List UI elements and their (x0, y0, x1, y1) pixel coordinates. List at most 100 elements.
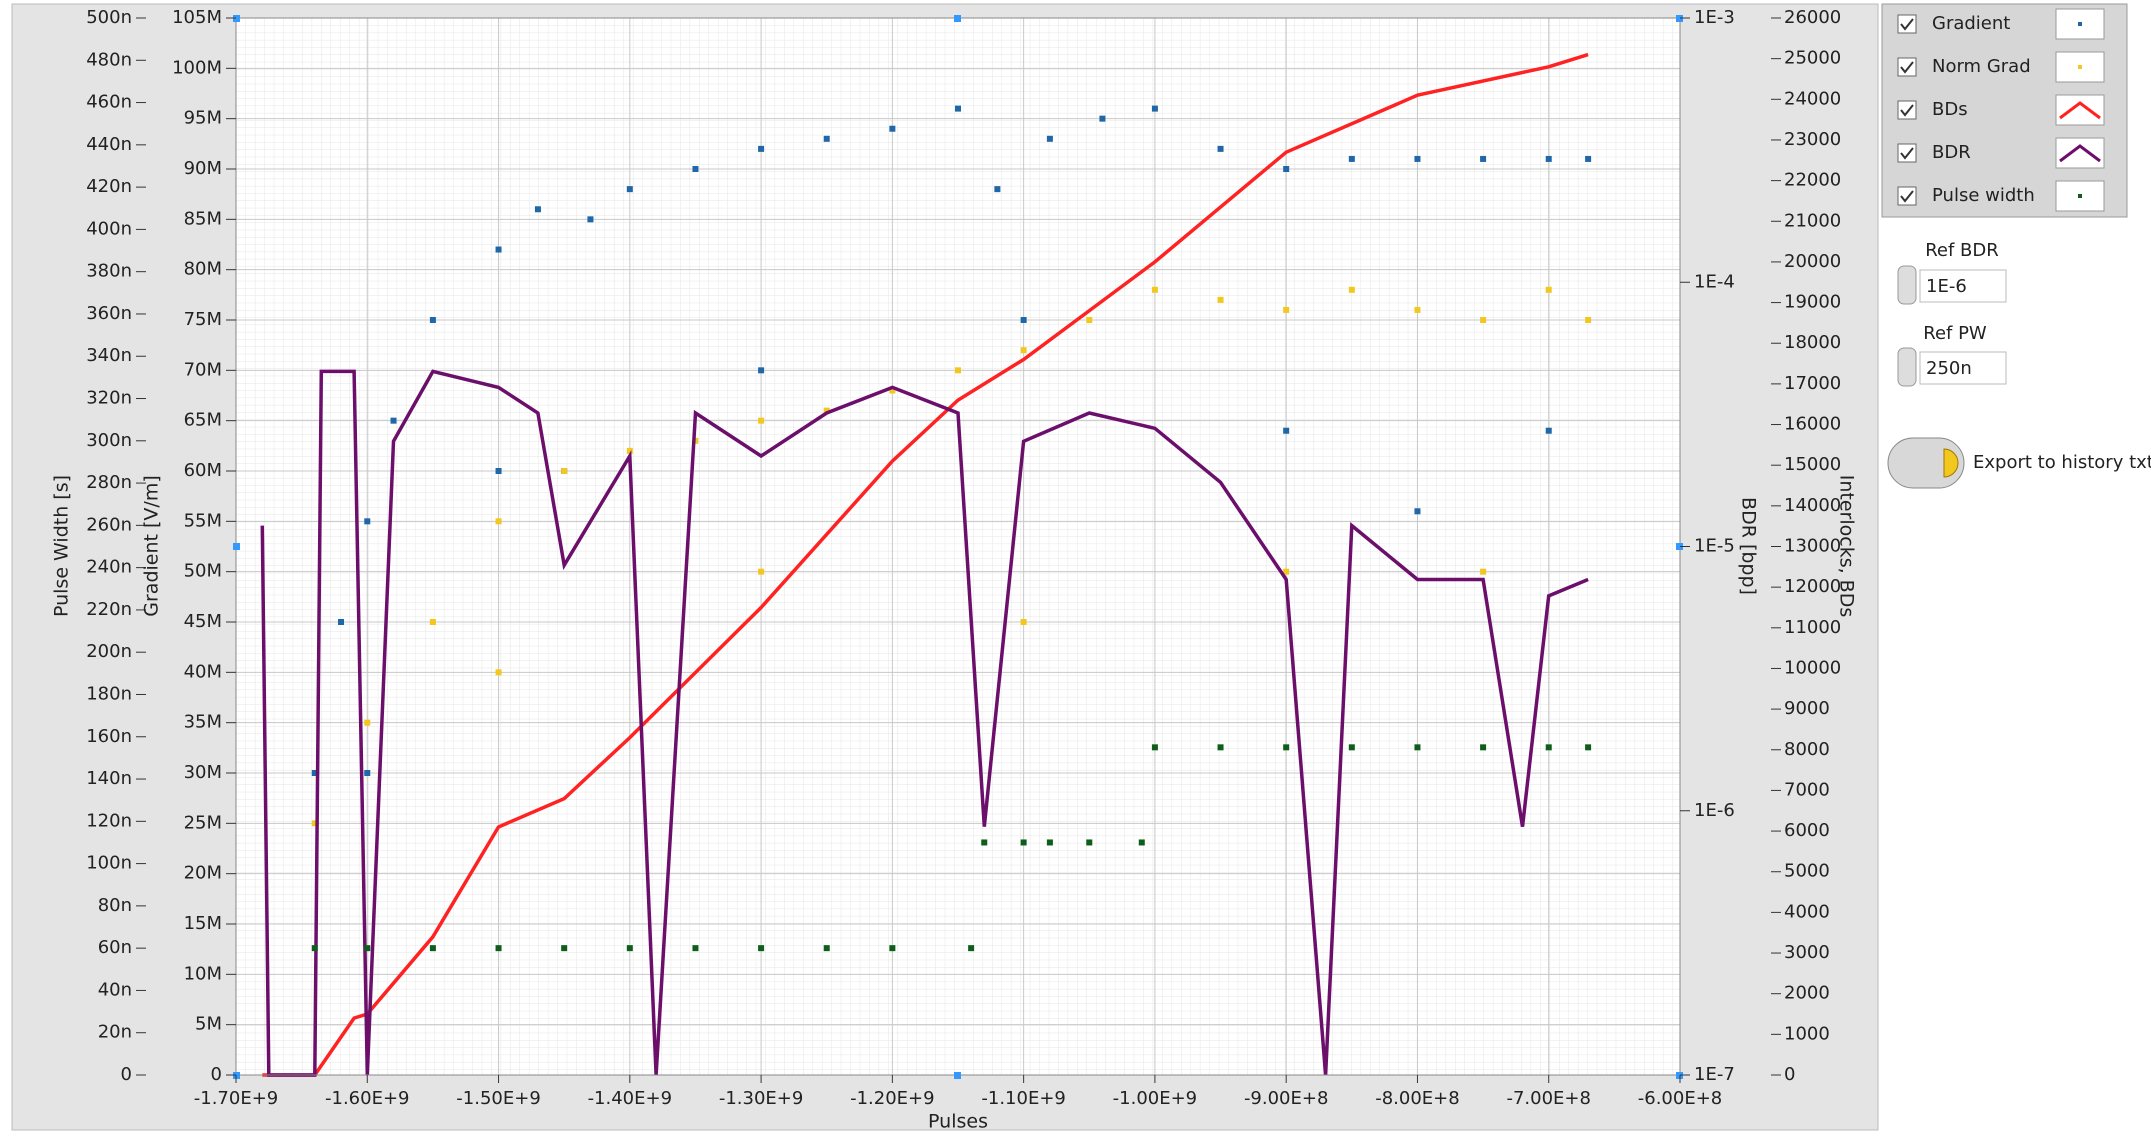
y3-tick-label: 25000 (1784, 48, 1841, 69)
point (1585, 155, 1592, 162)
line (262, 52, 1589, 1077)
legend-checkbox[interactable] (1897, 186, 1917, 206)
y3-tick-label: 4000 (1784, 901, 1830, 922)
y-tick-label: 40M (184, 661, 222, 682)
y-tick-label: 60M (184, 460, 222, 481)
y2-tick-label: 1E-3 (1694, 7, 1735, 28)
y4-tick-label: 360n (86, 303, 132, 324)
legend-label: BDs (1932, 99, 1968, 120)
y4-tick-label: 300n (86, 430, 132, 451)
point (1151, 744, 1158, 751)
y3-tick-label: 2000 (1784, 983, 1830, 1004)
x-tick-label: -1.10E+9 (981, 1088, 1065, 1109)
point (889, 125, 896, 132)
point (1480, 568, 1487, 575)
point (626, 447, 633, 454)
ref-bdr-spinner[interactable] (1897, 265, 1917, 305)
y4-tick-label: 260n (86, 514, 132, 535)
point (955, 105, 961, 112)
y4-tick-label: 500n (86, 7, 132, 28)
y3-tick-label: 10000 (1784, 657, 1841, 678)
y3-tick-label: 5000 (1784, 861, 1830, 882)
ref-bdr-value: 1E-6 (1926, 276, 1967, 297)
y2-tick-label: 1E-5 (1694, 536, 1735, 557)
y-tick-label: 55M (184, 510, 222, 531)
ref-pw-input[interactable] (1919, 351, 2007, 385)
legend-checkbox[interactable] (1897, 143, 1917, 163)
y4-tick-label: 200n (86, 641, 132, 662)
point (1020, 839, 1027, 846)
y4-tick-label: 100n (86, 853, 132, 874)
legend-swatch (2059, 144, 2101, 163)
y3-tick-label: 14000 (1784, 495, 1841, 516)
legend-checkbox[interactable] (1897, 57, 1917, 77)
point (1545, 427, 1552, 434)
ref-pw-label: Ref PW (1923, 323, 1987, 344)
legend-check (1900, 104, 1914, 117)
legend-checkbox[interactable] (1897, 14, 1917, 34)
y4-tick-label: 40n (98, 979, 132, 1000)
ref-bdr-label: Ref BDR (1925, 240, 1999, 261)
y-tick-label: 75M (184, 309, 222, 330)
y-tick-label: 15M (184, 913, 222, 934)
point (495, 468, 502, 474)
legend-swatch (2059, 101, 2101, 120)
point (1480, 155, 1487, 162)
y3-tick-label: 13000 (1784, 536, 1841, 557)
minor-grid (236, 18, 1680, 1075)
ref-pw-spinner[interactable] (1897, 347, 1917, 387)
point (955, 367, 961, 374)
x-tick-label: -1.40E+9 (588, 1088, 672, 1109)
legend-label: Gradient (1932, 13, 2010, 34)
x-tick-label: -1.70E+9 (194, 1088, 278, 1109)
export-label: Export to history txt (1973, 452, 2151, 473)
y-tick-label: 50M (184, 561, 222, 582)
y-tick-label: 10M (184, 963, 222, 984)
y3-tick-label: 8000 (1784, 739, 1830, 760)
point (1217, 296, 1224, 303)
point (1086, 839, 1093, 846)
y3-tick-label: 24000 (1784, 88, 1841, 109)
point (758, 945, 765, 952)
y3-tick-label: 20000 (1784, 251, 1841, 272)
ref-bdr-input[interactable] (1919, 269, 2007, 303)
point (626, 186, 633, 193)
y4-tick-label: 180n (86, 683, 132, 704)
y4-tick-label: 420n (86, 176, 132, 197)
point (1020, 619, 1027, 625)
y-tick-label: 95M (184, 108, 222, 129)
point (1020, 317, 1027, 323)
point (758, 568, 765, 575)
point (495, 945, 502, 952)
point (364, 518, 371, 525)
legend-label: BDR (1932, 142, 1971, 163)
legend-checkbox[interactable] (1897, 100, 1917, 120)
y3-tick-label: 0 (1784, 1064, 1795, 1085)
y3-tick-label: 21000 (1784, 210, 1841, 231)
y4-tick-label: 160n (86, 726, 132, 747)
point (1283, 744, 1290, 751)
y3-tick-label: 17000 (1784, 373, 1841, 394)
point (1099, 115, 1106, 122)
x-tick-label: -1.20E+9 (850, 1088, 934, 1109)
y4-tick-label: 120n (86, 810, 132, 831)
x-tick-label: -8.00E+8 (1375, 1088, 1459, 1109)
y2-tick-label: 1E-4 (1694, 271, 1735, 292)
y-tick-label: 65M (184, 410, 222, 431)
point (1414, 155, 1421, 162)
y-tick-label: 90M (184, 158, 222, 179)
y3-tick-label: 11000 (1784, 617, 1841, 638)
point (561, 468, 568, 474)
export-button[interactable] (1887, 437, 1965, 489)
point (1414, 744, 1421, 751)
y3-tick-label: 7000 (1784, 779, 1830, 800)
legend-label: Norm Grad (1932, 56, 2031, 77)
y2-tick-label: 1E-6 (1694, 800, 1735, 821)
x-axis-title: Pulses (928, 1111, 988, 1133)
x-tick-label: -1.30E+9 (719, 1088, 803, 1109)
legend-check (1900, 18, 1914, 31)
point (587, 216, 594, 223)
y-tick-label: 0 (211, 1064, 222, 1085)
legend-check (1900, 147, 1914, 160)
point (311, 770, 318, 776)
